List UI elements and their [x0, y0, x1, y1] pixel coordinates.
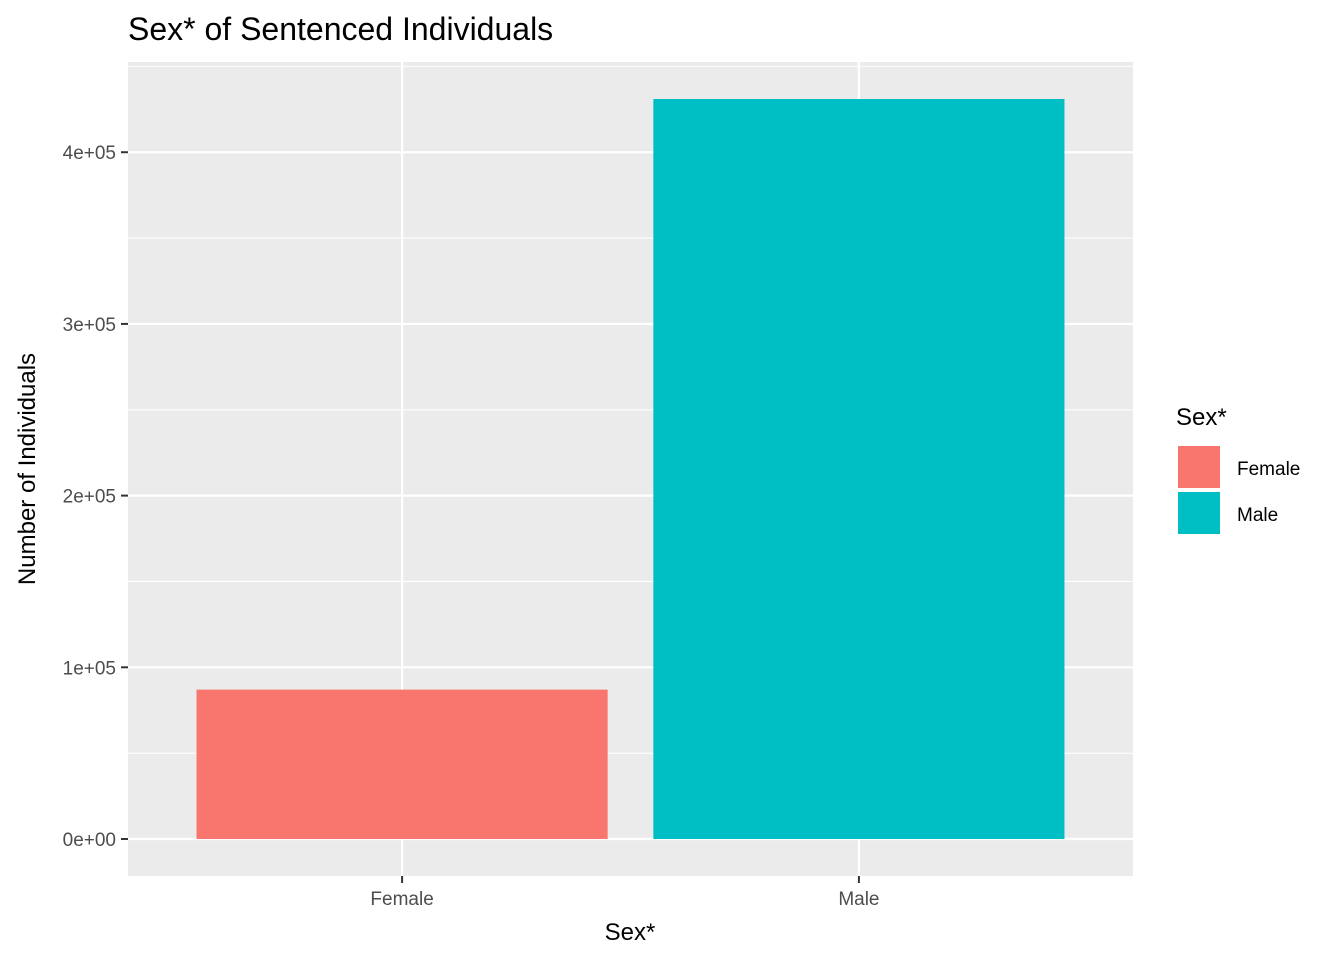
y-axis-title: Number of Individuals — [14, 353, 41, 585]
bar-female — [196, 689, 608, 839]
x-axis-title: Sex* — [605, 919, 656, 946]
x-axis: Female Male — [370, 876, 880, 910]
y-tick-label: 2e+05 — [63, 487, 116, 508]
x-tick-label: Male — [838, 889, 879, 910]
legend: Sex* Female Male — [1176, 404, 1300, 536]
y-tick-label: 0e+00 — [63, 830, 116, 851]
bars — [196, 99, 1065, 839]
legend-key-male — [1176, 490, 1222, 536]
y-tick-label: 4e+05 — [63, 143, 116, 164]
bar-male — [653, 99, 1065, 839]
x-tick-label: Female — [370, 889, 433, 910]
y-axis: 0e+00 1e+05 2e+05 3e+05 4e+05 — [63, 143, 128, 851]
legend-label-male: Male — [1237, 505, 1278, 526]
legend-title: Sex* — [1176, 404, 1227, 431]
chart-title: Sex* of Sentenced Individuals — [128, 11, 553, 47]
legend-label-female: Female — [1237, 459, 1300, 480]
legend-key-female — [1176, 444, 1222, 490]
y-tick-label: 1e+05 — [63, 658, 116, 679]
y-tick-label: 3e+05 — [63, 315, 116, 336]
